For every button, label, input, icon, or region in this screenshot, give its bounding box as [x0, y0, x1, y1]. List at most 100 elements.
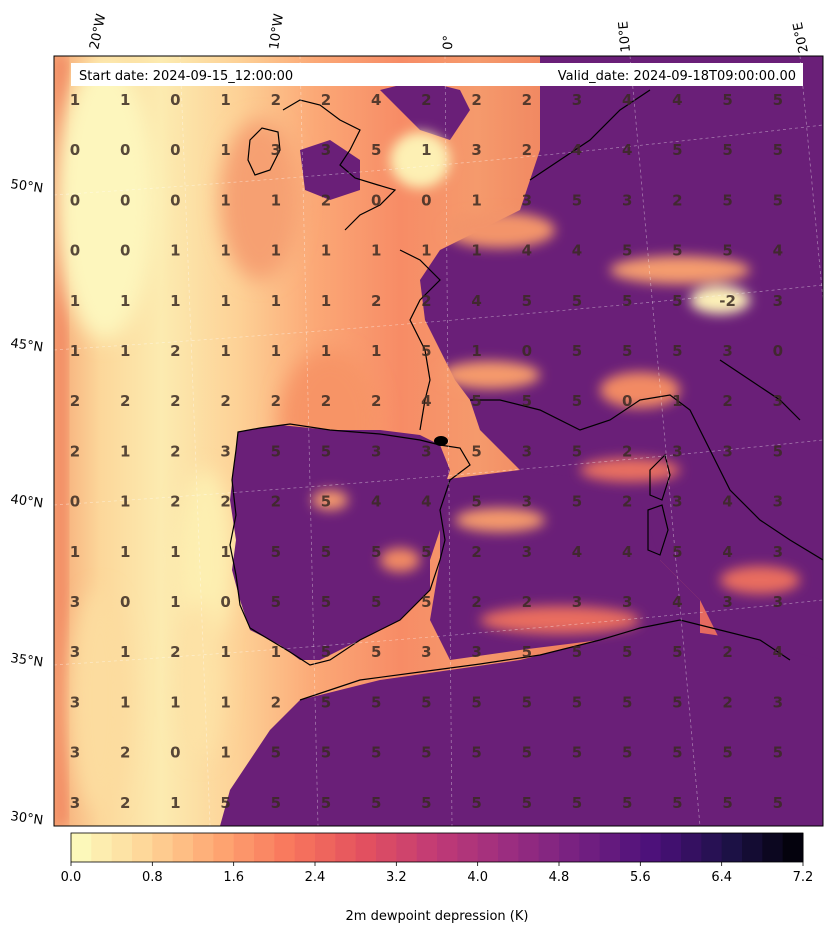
colorbar-tick-label: 2.4 — [305, 870, 326, 885]
grid-value-r6-c0: 2 — [70, 392, 80, 410]
grid-value-r3-c8: 1 — [471, 242, 481, 260]
grid-value-r11-c2: 2 — [170, 643, 180, 661]
grid-value-r4-c12: 5 — [672, 292, 682, 310]
grid-value-r10-c7: 5 — [421, 593, 431, 611]
colorbar-step — [193, 833, 214, 862]
grid-value-r4-c13: -2 — [719, 292, 736, 310]
grid-value-r9-c12: 5 — [672, 543, 682, 561]
balearic-island-mark — [434, 436, 448, 446]
grid-value-r13-c12: 5 — [672, 744, 682, 762]
colorbar-step — [254, 833, 275, 862]
lat-label-30n: 30°N — [9, 809, 44, 828]
grid-value-r7-c7: 3 — [421, 442, 431, 460]
grid-value-r12-c4: 2 — [271, 693, 281, 711]
colorbar: 0.0 0.8 1.6 2.4 3.2 4.0 4.8 5.6 6.4 7.2 2m dewpoi… — [61, 832, 813, 924]
colorbar-step — [640, 833, 662, 862]
grid-value-r10-c9: 2 — [522, 593, 532, 611]
colorbar-step — [315, 833, 336, 862]
grid-value-labels: 1 1 0 1 2 2 4 2 2 2 3 4 4 5 5 0 0 0 1 3 3 5 1 3 2 4 4 5 5 5 0 0 0 1 1 2 0 0 1 3… — [70, 91, 783, 812]
grid-value-r1-c0: 0 — [70, 141, 80, 159]
grid-value-r1-c11: 4 — [622, 141, 632, 159]
grid-value-r12-c7: 5 — [421, 693, 431, 711]
grid-value-r11-c8: 3 — [471, 643, 481, 661]
coastlines — [229, 89, 823, 701]
colorbar-step — [355, 833, 377, 862]
grid-value-r9-c5: 5 — [321, 543, 331, 561]
colorbar-step — [91, 833, 113, 862]
header-box — [71, 63, 803, 86]
grid-value-r7-c2: 2 — [170, 442, 180, 460]
grid-value-r0-c1: 1 — [120, 91, 130, 109]
grid-value-r9-c0: 1 — [70, 543, 80, 561]
grid-value-r2-c4: 1 — [271, 191, 281, 209]
grid-value-r3-c9: 4 — [522, 242, 532, 260]
grid-value-r13-c3: 1 — [220, 744, 230, 762]
grid-value-r0-c4: 2 — [271, 91, 281, 109]
colorbar-tick-label: 0.0 — [61, 870, 82, 885]
grid-value-r0-c3: 1 — [220, 91, 230, 109]
grid-value-r8-c14: 3 — [773, 493, 783, 511]
grid-value-r1-c9: 2 — [522, 141, 532, 159]
grid-value-r14-c8: 5 — [471, 794, 481, 812]
grid-value-r9-c10: 4 — [572, 543, 582, 561]
grid-value-r11-c0: 3 — [70, 643, 80, 661]
colorbar-step — [559, 833, 580, 862]
grid-value-r6-c4: 2 — [271, 392, 281, 410]
grid-value-r3-c4: 1 — [271, 242, 281, 260]
grid-value-r4-c2: 1 — [170, 292, 180, 310]
grid-value-r10-c1: 0 — [120, 593, 130, 611]
grid-value-r1-c6: 5 — [371, 141, 381, 159]
grid-value-r7-c0: 2 — [70, 442, 80, 460]
grid-value-r12-c6: 5 — [371, 693, 381, 711]
grid-value-r12-c2: 1 — [170, 693, 180, 711]
grid-value-r7-c11: 2 — [622, 442, 632, 460]
colorbar-step — [132, 833, 153, 862]
grid-value-r9-c2: 1 — [170, 543, 180, 561]
grid-value-r2-c13: 5 — [722, 191, 732, 209]
grid-value-r12-c12: 5 — [672, 693, 682, 711]
grid-value-r14-c13: 5 — [722, 794, 732, 812]
grid-value-r7-c10: 5 — [572, 442, 582, 460]
grid-value-r4-c11: 5 — [622, 292, 632, 310]
grid-value-r11-c13: 2 — [722, 643, 732, 661]
grid-value-r14-c7: 5 — [421, 794, 431, 812]
grid-value-r7-c5: 5 — [321, 442, 331, 460]
lon-label-0: 0° — [441, 35, 457, 50]
grid-value-r2-c10: 5 — [572, 191, 582, 209]
grid-value-r1-c14: 5 — [773, 141, 783, 159]
grid-value-r0-c6: 4 — [371, 91, 381, 109]
colorbar-step — [681, 833, 702, 862]
grid-value-r8-c9: 3 — [522, 493, 532, 511]
grid-value-r0-c2: 0 — [170, 91, 180, 109]
grid-value-r7-c6: 3 — [371, 442, 381, 460]
grid-value-r7-c14: 5 — [773, 442, 783, 460]
grid-value-r5-c7: 5 — [421, 342, 431, 360]
grid-value-r0-c13: 5 — [722, 91, 732, 109]
colorbar-step — [660, 833, 682, 862]
colorbar-step — [579, 833, 601, 862]
grid-value-r4-c9: 5 — [522, 292, 532, 310]
colorbar-step — [335, 833, 357, 862]
grid-value-r13-c13: 5 — [722, 744, 732, 762]
grid-value-r14-c1: 2 — [120, 794, 130, 812]
colorbar-tick-label: 0.8 — [142, 870, 163, 885]
grid-value-r5-c2: 2 — [170, 342, 180, 360]
grid-value-r4-c5: 1 — [321, 292, 331, 310]
grid-value-r6-c1: 2 — [120, 392, 130, 410]
lon-label-20w: 20°W — [87, 12, 109, 50]
grid-value-r8-c13: 4 — [722, 493, 732, 511]
colorbar-ticks: 0.0 0.8 1.6 2.4 3.2 4.0 4.8 5.6 6.4 7.2 — [61, 862, 813, 885]
grid-value-r8-c10: 5 — [572, 493, 582, 511]
grid-value-r1-c12: 5 — [672, 141, 682, 159]
grid-value-r5-c0: 1 — [70, 342, 80, 360]
colorbar-step — [172, 833, 194, 862]
colorbar-tick-label: 6.4 — [711, 870, 732, 885]
grid-value-r10-c0: 3 — [70, 593, 80, 611]
colorbar-step — [721, 833, 743, 862]
grid-value-r13-c1: 2 — [120, 744, 130, 762]
grid-value-r4-c4: 1 — [271, 292, 281, 310]
colorbar-step — [742, 833, 763, 862]
grid-value-r7-c8: 5 — [471, 442, 481, 460]
grid-value-r8-c3: 2 — [220, 493, 230, 511]
grid-value-r12-c8: 5 — [471, 693, 481, 711]
